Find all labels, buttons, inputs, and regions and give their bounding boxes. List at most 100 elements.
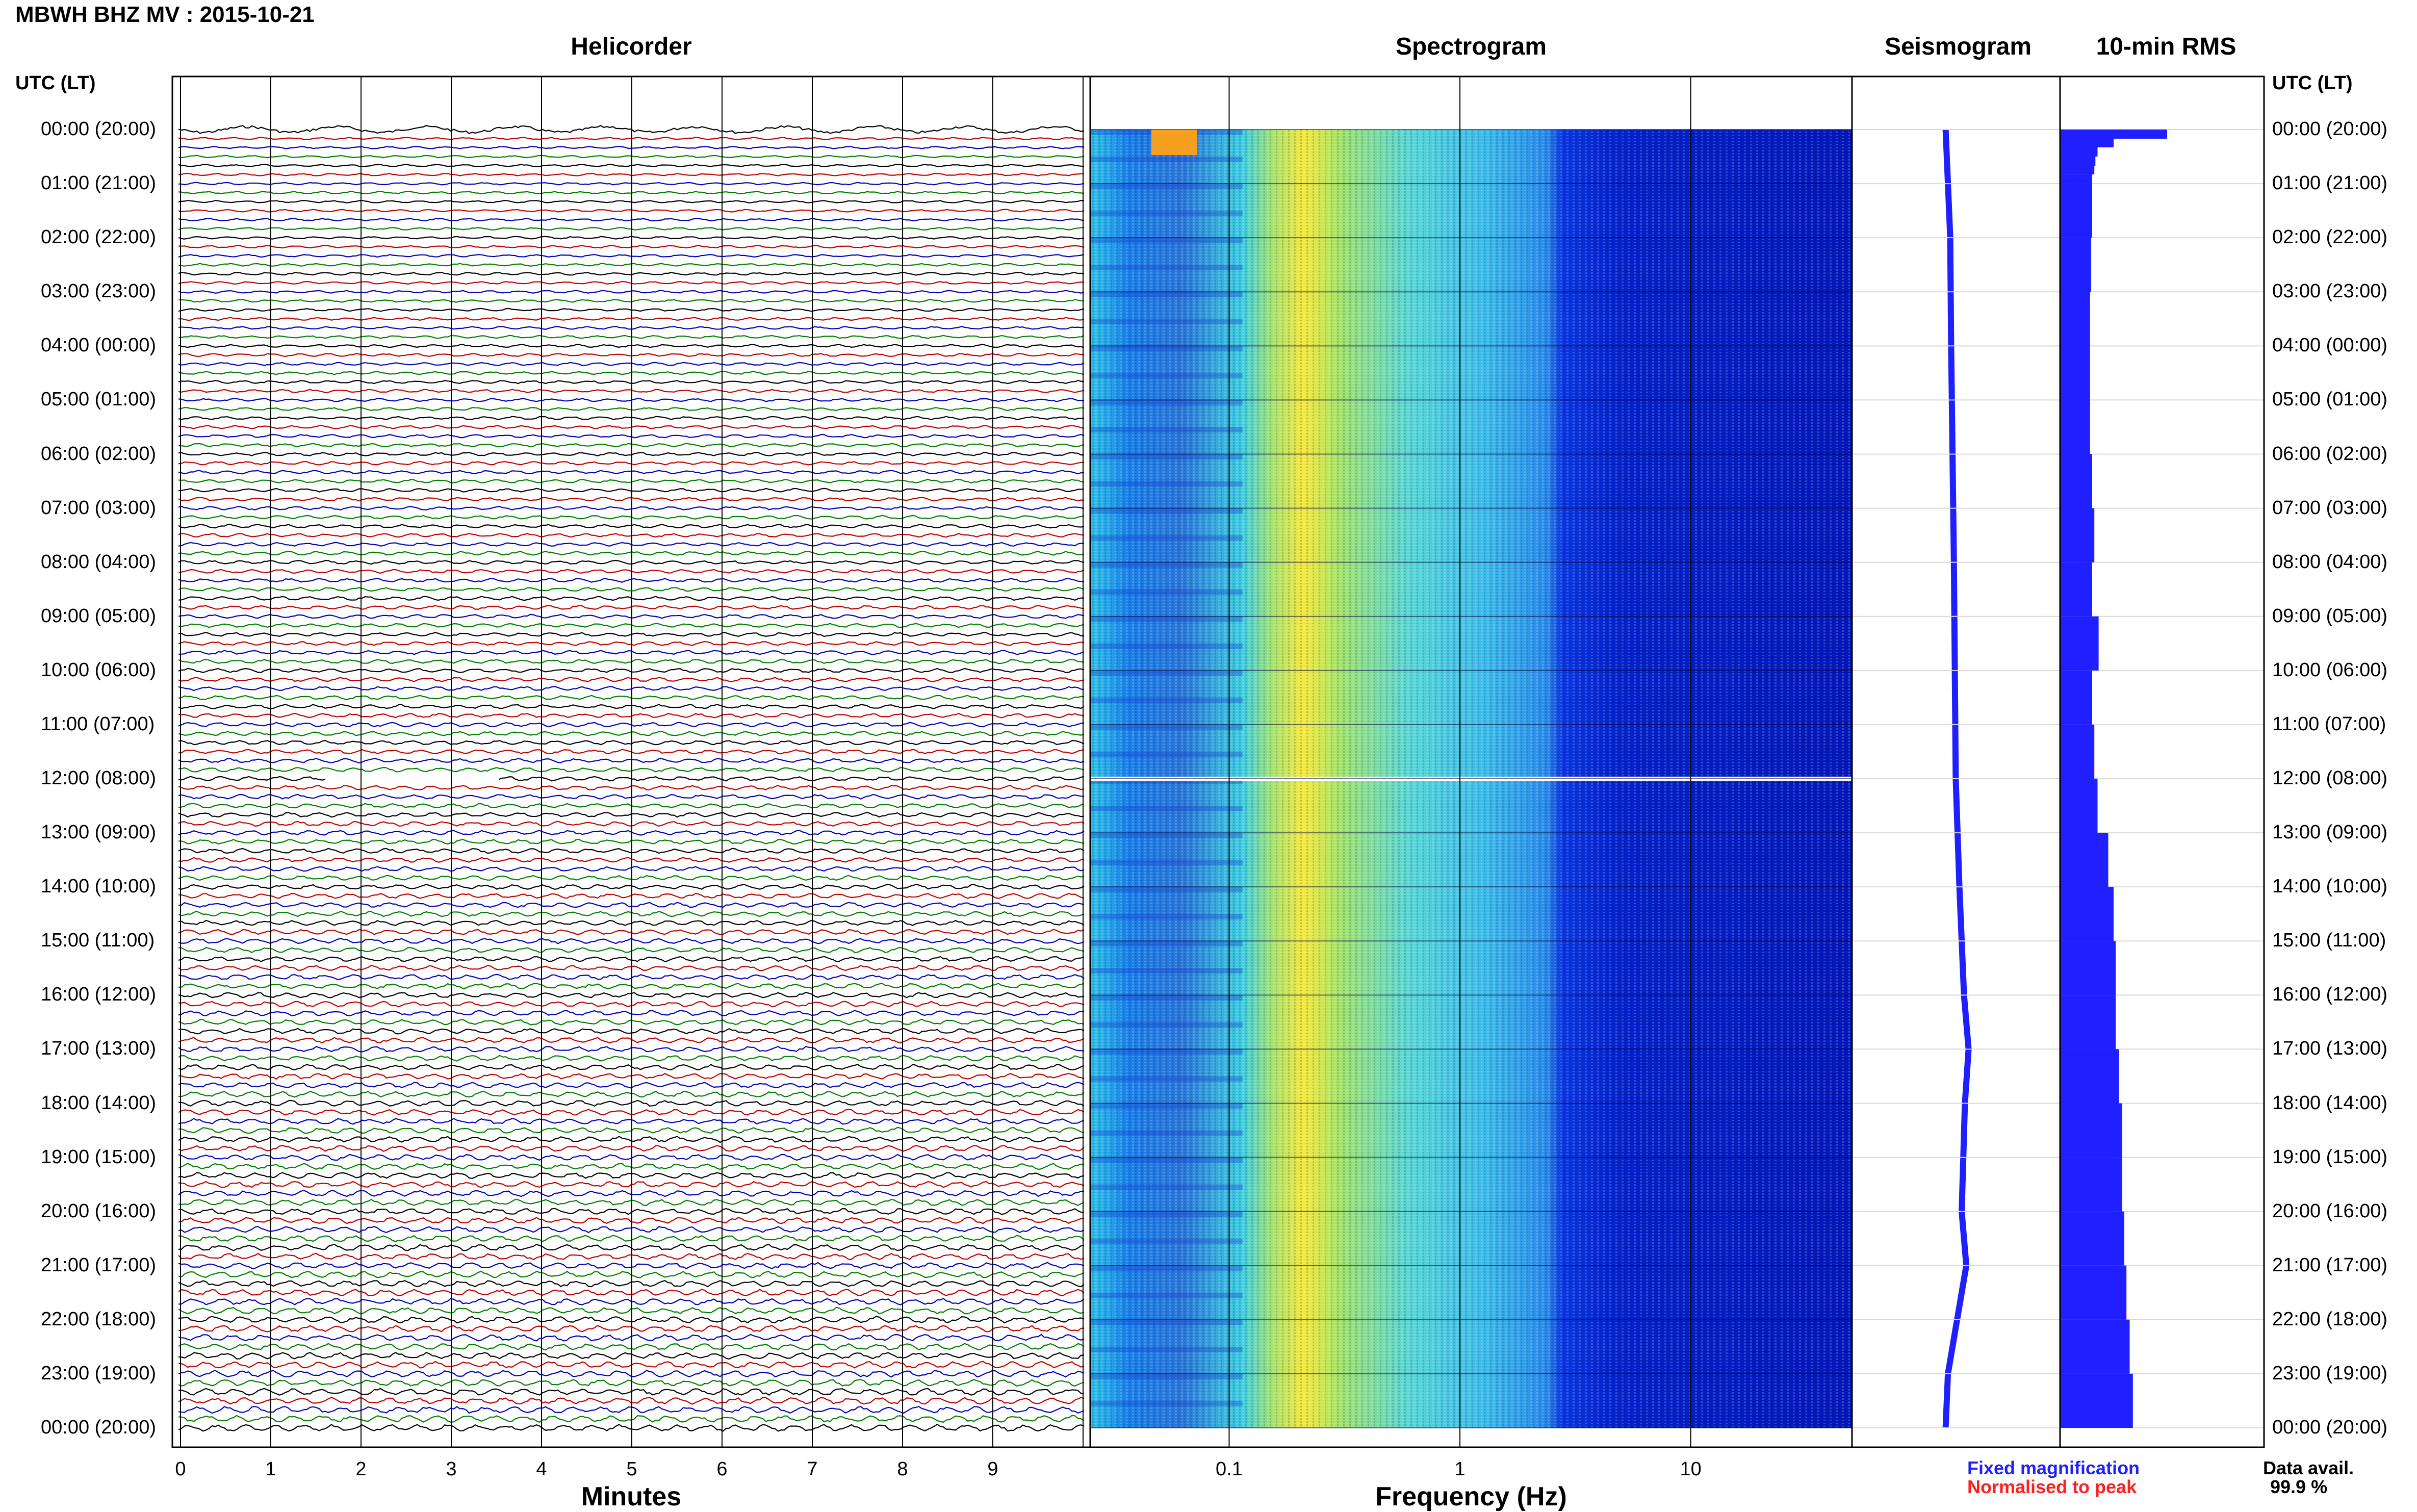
frequency-tick-label: 10 [1680,1458,1702,1480]
legend-fixed-magnification: Fixed magnification [1967,1457,2140,1478]
rms-bar [2060,887,2114,941]
spectrogram-row-band [1090,968,1243,973]
spectrogram-row-band [1090,508,1243,514]
time-label-right: 07:00 (03:00) [2272,497,2388,519]
time-label-right: 08:00 (04:00) [2272,551,2388,573]
spectrogram-row-band [1090,833,1243,838]
spectrogram-row-band [1090,427,1243,433]
rms-bars [2060,129,2264,1428]
spectrogram-row-band [1090,1211,1243,1217]
spectrogram-row-band [1090,995,1243,1001]
minute-tick-label: 5 [626,1458,637,1480]
data-availability-value: 99.9 % [2270,1476,2328,1497]
time-label-left: 23:00 (19:00) [41,1362,157,1384]
time-label-left: 19:00 (15:00) [41,1146,157,1168]
spectrogram-row-band [1090,481,1243,487]
time-label-left: 10:00 (06:00) [41,659,157,681]
time-label-left: 00:00 (20:00) [41,118,157,140]
spectrogram-row-band [1090,643,1243,649]
rms-bar [2060,995,2116,1049]
rms-bar [2060,724,2095,779]
time-label-right: 03:00 (23:00) [2272,280,2388,302]
spectrogram-row-band [1090,751,1243,757]
spectrogram-row-band [1090,1103,1243,1109]
utc-header-left: UTC (LT) [15,72,96,94]
spectrogram-row-band [1090,1400,1243,1406]
rms-bar [2060,184,2092,238]
time-label-right: 05:00 (01:00) [2272,389,2388,411]
minute-tick-label: 1 [265,1458,276,1480]
time-label-left: 16:00 (12:00) [41,984,157,1006]
spectrogram-row-band [1090,1184,1243,1190]
rms-bar [2060,1265,2127,1320]
spectrogram-row-band [1090,779,1243,784]
rms-bar [2060,166,2095,175]
spectrogram-row-band [1090,1157,1243,1163]
data-availability-label: Data avail. [2263,1457,2354,1478]
time-label-right: 12:00 (08:00) [2272,767,2388,789]
time-label-left: 05:00 (01:00) [41,389,157,411]
time-label-right: 00:00 (20:00) [2272,118,2388,140]
time-label-left: 14:00 (10:00) [41,876,157,898]
spectrogram-row-band [1090,400,1243,406]
time-label-right: 00:00 (20:00) [2272,1417,2388,1438]
helicorder-gap [325,776,499,782]
rms-bar [2060,562,2092,617]
time-label-left: 00:00 (20:00) [41,1417,157,1438]
utc-header-right: UTC (LT) [2272,72,2353,94]
frequency-axis-title: Frequency (Hz) [1375,1482,1567,1511]
spectrogram-row-band [1090,806,1243,811]
rms-bar [2060,292,2090,346]
minute-tick-label: 2 [355,1458,367,1480]
spectrogram-row-band [1090,373,1243,378]
legend-normalised-to-peak: Normalised to peak [1967,1476,2137,1497]
time-label-left: 17:00 (13:00) [41,1038,157,1060]
rms-bar [2060,1157,2122,1212]
rms-bar [2060,139,2114,148]
rms-bar [2060,147,2098,157]
time-label-right: 20:00 (16:00) [2272,1200,2388,1222]
time-label-left: 11:00 (07:00) [41,713,155,735]
spectrogram-row-band [1090,157,1243,162]
time-label-right: 22:00 (18:00) [2272,1308,2388,1330]
time-label-right: 06:00 (02:00) [2272,443,2388,465]
minute-tick-label: 6 [716,1458,728,1480]
time-label-left: 15:00 (11:00) [41,930,155,952]
time-label-left: 12:00 (08:00) [41,767,157,789]
spectrogram-row-band [1090,184,1243,189]
spectrogram-title: Spectrogram [1395,33,1547,60]
spectrogram-row-band [1090,941,1243,946]
spectrogram-row-band [1090,1238,1243,1244]
time-label-right: 15:00 (11:00) [2272,930,2386,952]
time-label-right: 19:00 (15:00) [2272,1146,2388,1168]
rms-bar [2060,1373,2133,1428]
spectrogram-row-band [1090,589,1243,595]
minutes-axis-title: Minutes [581,1482,682,1511]
helicorder-title: Helicorder [571,33,692,60]
minute-tick-label: 3 [446,1458,457,1480]
time-label-right: 11:00 (07:00) [2272,713,2386,735]
spectrogram-row-band [1090,860,1243,865]
spectrogram-row-band [1090,238,1243,243]
spectrogram-row-band [1090,670,1243,676]
spectrogram-row-band [1090,1346,1243,1352]
time-label-right: 18:00 (14:00) [2272,1092,2388,1114]
spectrogram-row-band [1090,562,1243,568]
spectrogram-row-band [1090,454,1243,460]
rms-bar [2060,454,2092,508]
spectrogram-row-band [1090,1076,1243,1082]
spectrogram-row-band [1090,1022,1243,1028]
time-label-right: 04:00 (00:00) [2272,335,2388,356]
panel-frames [171,75,2265,1448]
rms-bar [2060,238,2091,292]
spectrogram-row-band [1090,1049,1243,1055]
rms-bar [2060,779,2098,833]
spectrogram-row-band [1090,1319,1243,1325]
time-label-left: 01:00 (21:00) [41,172,157,194]
spectrogram-panel [1090,76,1852,1447]
time-label-left: 21:00 (17:00) [41,1254,157,1276]
time-label-left: 08:00 (04:00) [41,551,157,573]
seismogram-trace [1852,129,2060,1428]
time-label-right: 01:00 (21:00) [2272,172,2388,194]
time-label-right: 16:00 (12:00) [2272,984,2388,1006]
